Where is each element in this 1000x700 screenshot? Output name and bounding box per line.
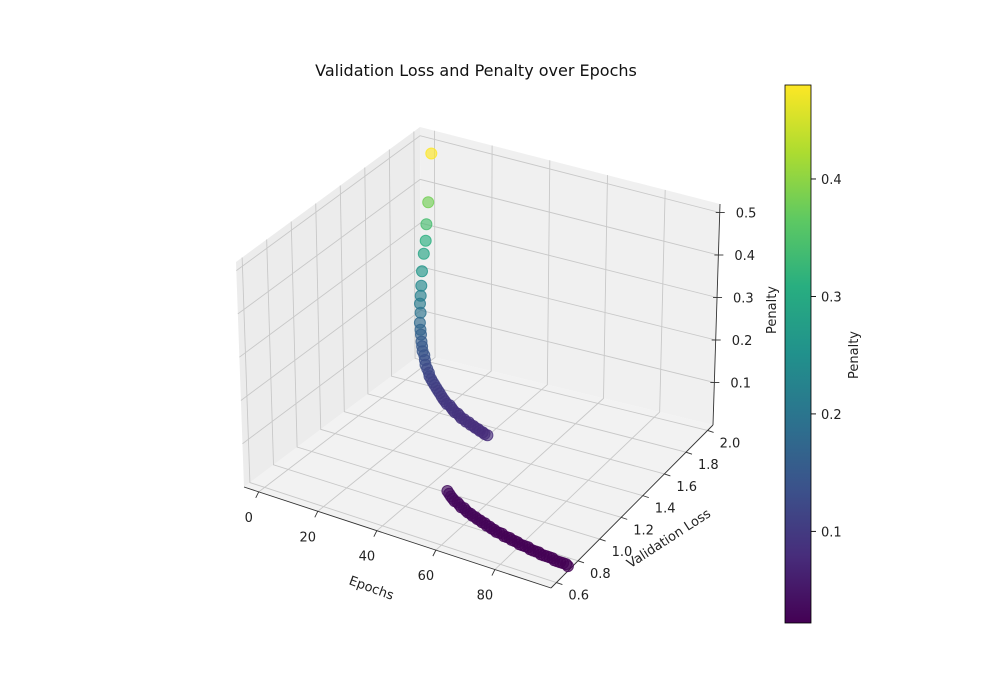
scatter-point	[420, 218, 433, 231]
left-pane	[236, 127, 421, 487]
y-tick	[577, 560, 585, 564]
colorbar-tick-label: 0.1	[821, 525, 842, 540]
y-tick	[707, 430, 714, 433]
x-axis-line	[243, 486, 552, 589]
y-tick-label: 0.8	[590, 567, 611, 582]
x-axis-label: Epochs	[347, 574, 396, 604]
z-tick-label: 0.4	[734, 249, 755, 264]
x-tick-label: 20	[300, 530, 317, 545]
y-tick	[621, 516, 628, 520]
y-gridline	[315, 203, 622, 518]
colorbar	[784, 84, 812, 624]
y-tick	[556, 582, 563, 585]
y-tick	[664, 473, 671, 477]
scatter-point	[425, 147, 438, 160]
y-tick	[642, 495, 649, 499]
y-tick	[685, 451, 693, 455]
colorbar-label: Penalty	[847, 331, 862, 379]
y-gridline	[364, 167, 665, 475]
colorbar-tick-label: 0.4	[821, 173, 842, 188]
x-tick-label: 40	[359, 550, 376, 565]
scatter-point	[417, 247, 430, 260]
x-tick	[491, 569, 496, 576]
z-tick-label: 0.1	[730, 377, 751, 392]
x-tick-label: 60	[418, 569, 435, 584]
z-axis-line	[712, 203, 721, 426]
colorbar-tick-label: 0.2	[821, 408, 842, 423]
x-gridline	[317, 145, 493, 512]
x-tick-label: 80	[477, 589, 494, 604]
scatter-point	[414, 306, 427, 319]
z-tick-label: 0.3	[733, 292, 754, 307]
x-tick-label: 0	[245, 511, 253, 526]
y-tick	[599, 538, 606, 542]
y-tick-label: 1.0	[612, 545, 633, 560]
x-tick	[432, 549, 437, 557]
y-tick-label: 1.6	[676, 480, 697, 495]
y-gridline	[388, 149, 687, 453]
y-gridline	[241, 257, 557, 583]
scatter-point	[422, 196, 435, 209]
z-axis-label: Penalty	[765, 286, 780, 334]
axes-panes	[236, 127, 720, 588]
x-tick	[373, 530, 378, 537]
x-gridline	[376, 160, 551, 532]
y-tick-label: 1.2	[633, 523, 654, 538]
back-pane	[420, 127, 720, 425]
z-gridline	[236, 135, 720, 272]
scatter-point	[416, 265, 428, 278]
y-gridline	[266, 239, 579, 562]
y-gridline	[339, 185, 643, 497]
z-gridline	[239, 222, 718, 358]
scatter-points	[413, 147, 574, 573]
z-gridline	[237, 178, 719, 315]
x-tick	[314, 511, 319, 518]
colorbar-ticks: 0.1 0.2 0.3 0.4	[811, 173, 842, 540]
y-tick-label: 1.4	[655, 502, 676, 517]
z-tick-label: 0.5	[736, 207, 757, 222]
z-tick-label: 0.2	[732, 334, 753, 349]
x-gridline	[258, 130, 436, 493]
y-gridline	[290, 221, 600, 540]
y-gridline	[413, 131, 708, 431]
y-tick-label: 0.6	[568, 589, 589, 604]
scatter-point	[481, 429, 494, 442]
chart-title: Validation Loss and Penalty over Epochs	[315, 61, 637, 80]
colorbar-tick-label: 0.3	[821, 290, 842, 305]
y-tick-label: 1.8	[698, 458, 719, 473]
scatter-point	[561, 560, 574, 573]
scatter-point	[419, 234, 432, 247]
x-gridline	[435, 175, 608, 551]
y-tick-label: 2.0	[720, 436, 741, 451]
axes-lines: 0 20 40 60 80 0.60.81.01.21.41.61.82.0 0.1 0.2 0…	[243, 203, 757, 604]
x-tick	[255, 491, 260, 499]
scatter-point	[415, 279, 428, 292]
floor-pane	[244, 354, 713, 588]
x-gridline	[494, 189, 666, 570]
